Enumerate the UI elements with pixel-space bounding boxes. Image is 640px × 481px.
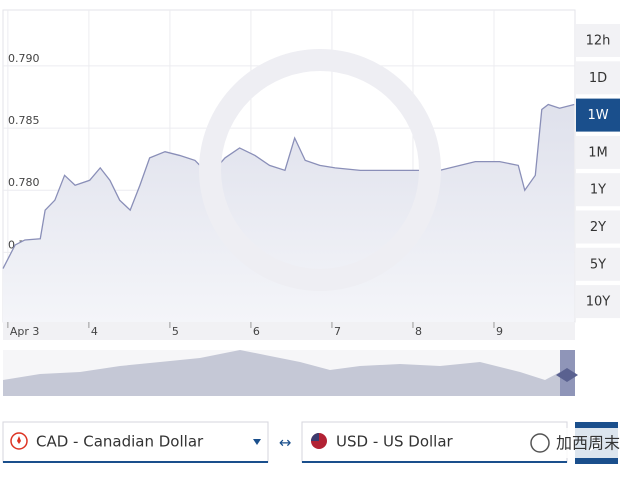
watermark-box [520, 428, 640, 458]
dropdown-arrow [253, 439, 261, 445]
from-select[interactable] [2, 421, 269, 463]
range-label: 2Y [590, 220, 606, 235]
x-axis-band [3, 322, 575, 340]
range-label: 1W [587, 108, 608, 123]
range-button[interactable] [576, 135, 620, 169]
watermark-icon [530, 433, 550, 453]
x-tick-label: 5 [172, 325, 179, 338]
range-label: 5Y [590, 257, 606, 272]
y-tick-label: 0.780 [8, 176, 40, 189]
range-button[interactable] [576, 173, 620, 207]
range-button[interactable] [576, 247, 620, 281]
to-underline [302, 461, 567, 463]
area [3, 104, 575, 322]
x-tick-label: 8 [415, 325, 422, 338]
x-tick-label: 7 [334, 325, 341, 338]
range-button[interactable] [576, 285, 620, 319]
navigator-area [3, 350, 575, 396]
range-label: 12h [586, 34, 611, 49]
to-currency: USD - US Dollar [336, 433, 454, 451]
swap-button[interactable]: ↔ [279, 434, 292, 452]
range-label: 1D [589, 71, 607, 86]
y-tick-label: 0.785 [8, 114, 40, 127]
from-underline [3, 461, 268, 463]
y-tick-label: 0.790 [8, 52, 40, 65]
x-tick-label: 9 [496, 325, 503, 338]
range-label: 1Y [590, 183, 606, 198]
flag-ca-leaf [17, 436, 21, 444]
from-currency: CAD - Canadian Dollar [36, 433, 204, 451]
range-button[interactable] [576, 210, 620, 244]
x-tick-label: Apr 3 [10, 325, 40, 338]
flag-us-canton [311, 433, 319, 441]
range-label: 1M [588, 145, 608, 160]
range-button[interactable] [576, 98, 620, 132]
watermark-logo [199, 49, 441, 291]
range-label: 10Y [586, 295, 611, 310]
navigator-handle[interactable] [556, 368, 578, 382]
line [2, 103, 575, 269]
watermark: 加西周末 [556, 434, 620, 453]
range-button[interactable] [576, 61, 620, 95]
x-tick-label: 4 [91, 325, 98, 338]
x-tick-label: 6 [253, 325, 260, 338]
range-button[interactable] [576, 24, 620, 57]
